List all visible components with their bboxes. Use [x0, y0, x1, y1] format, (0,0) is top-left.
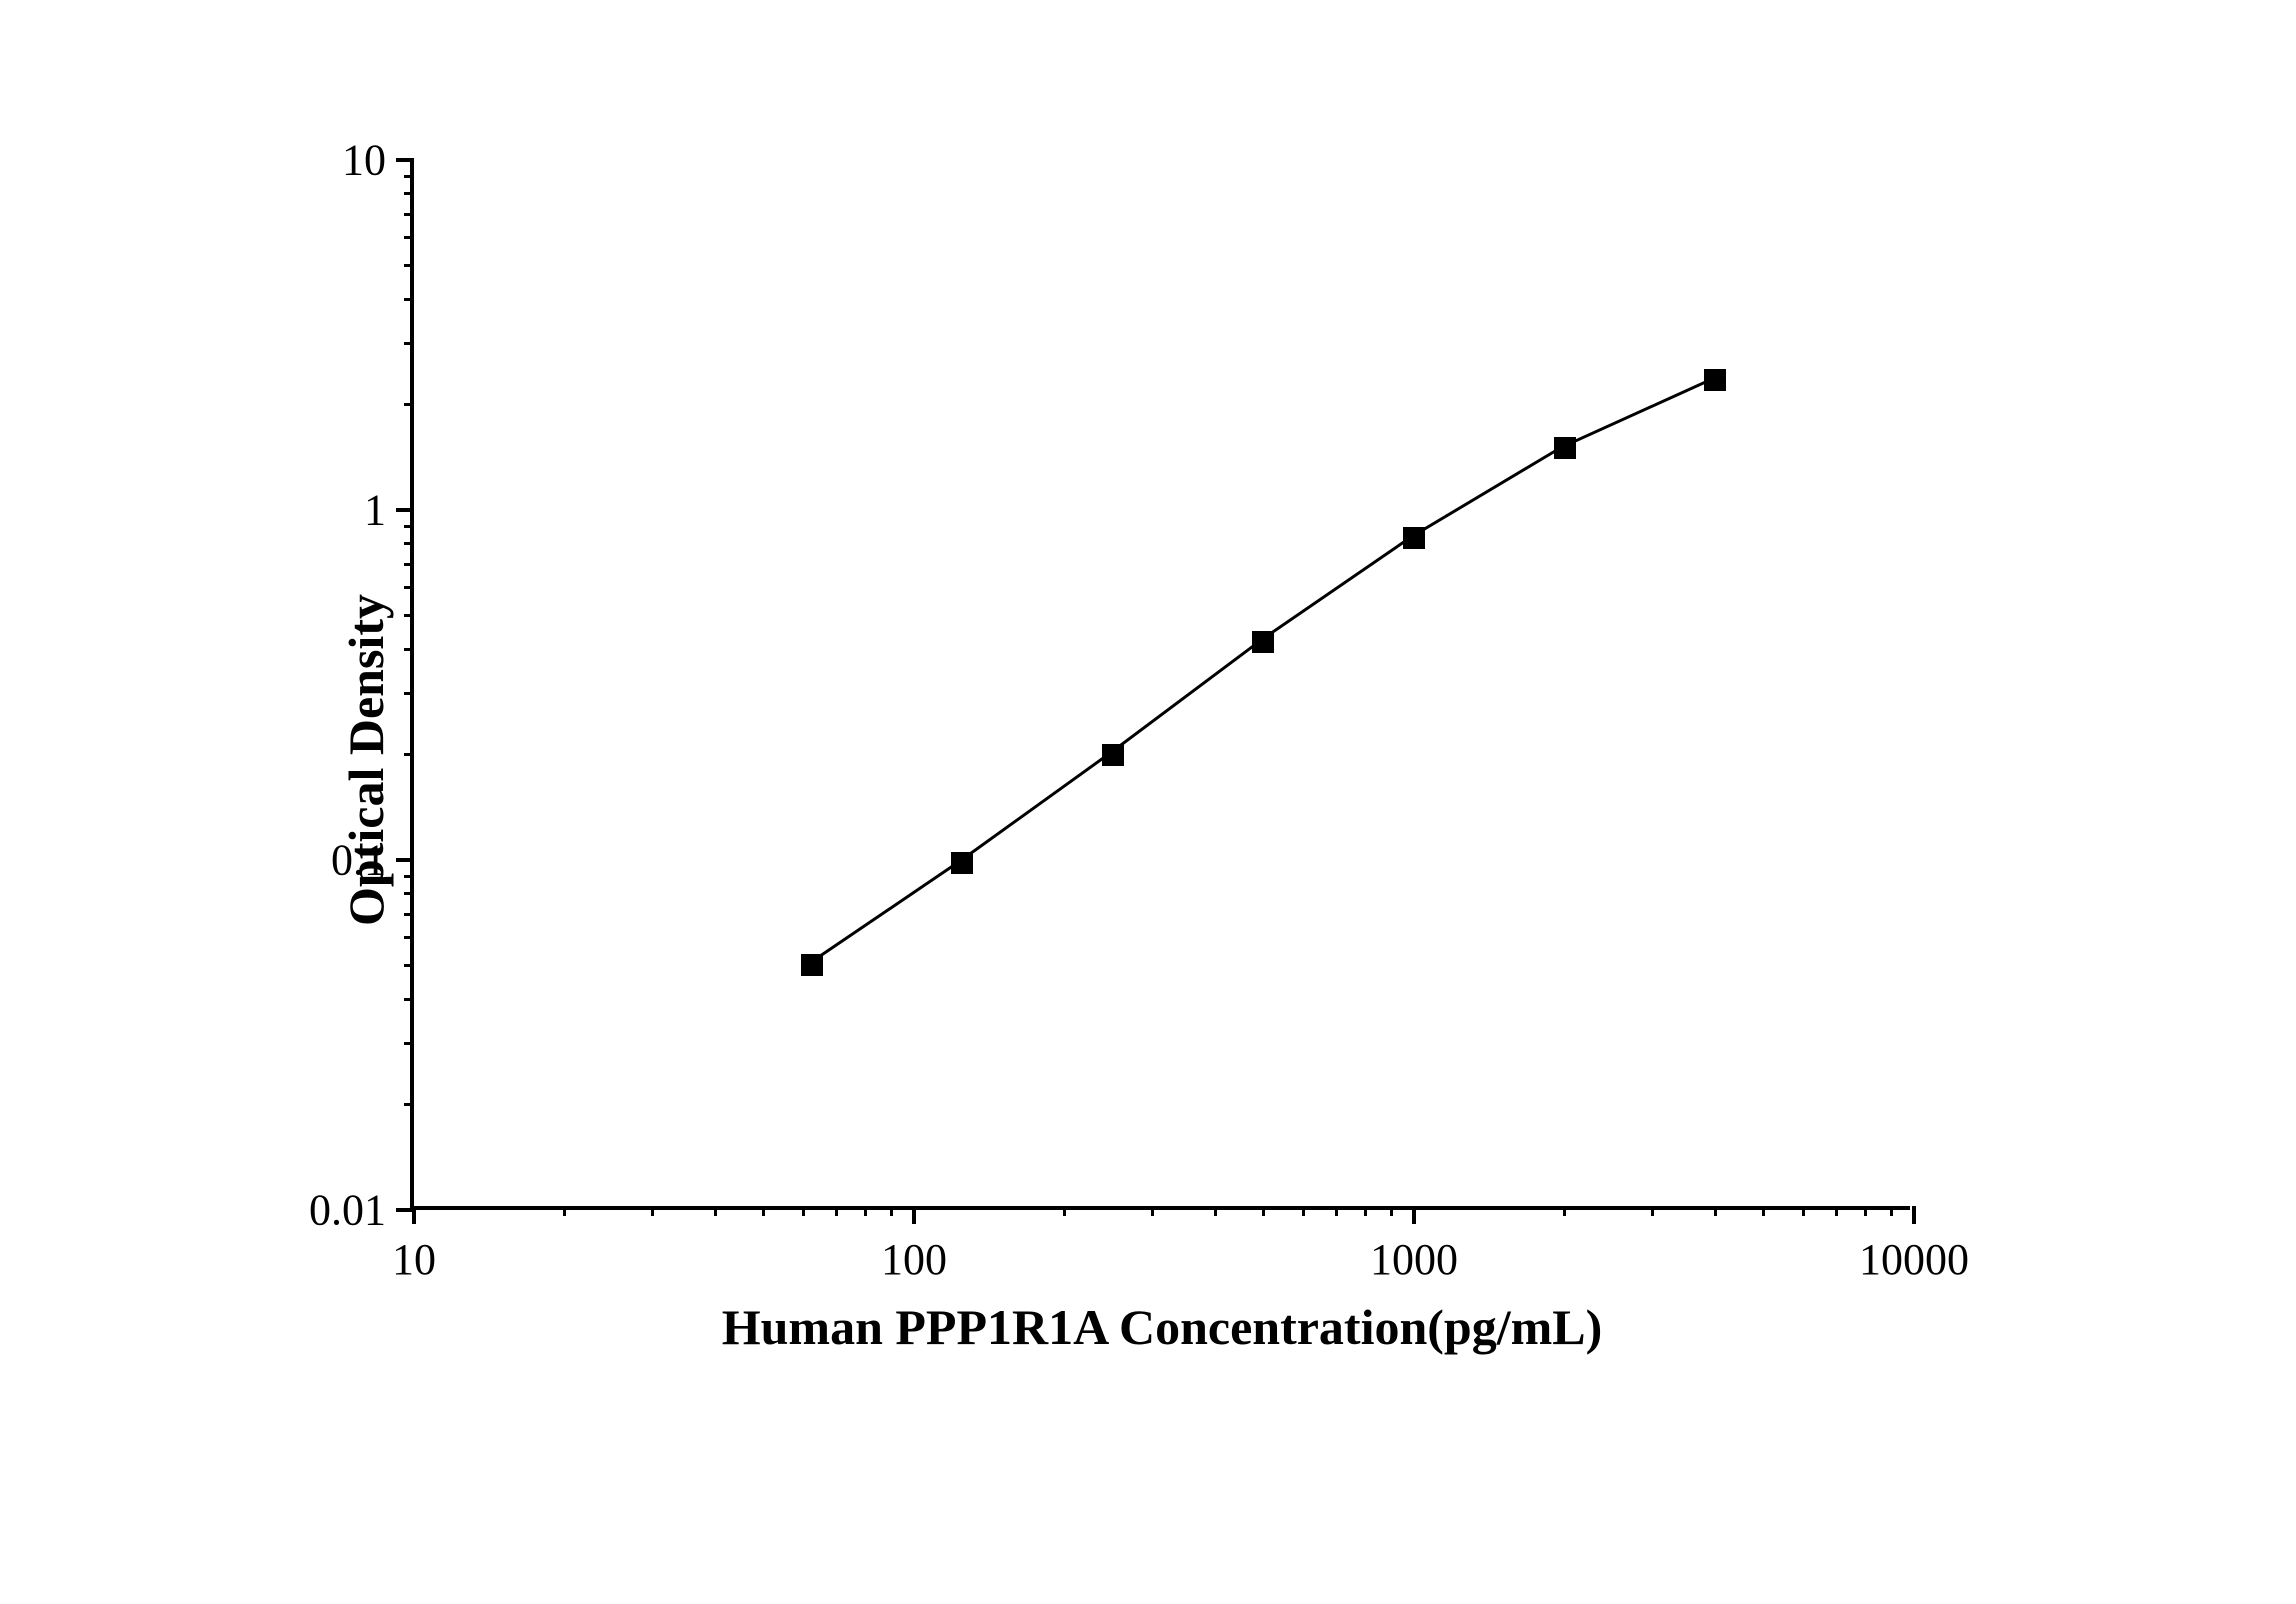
y-tick-minor	[404, 892, 414, 895]
x-tick-minor	[802, 1206, 805, 1216]
y-tick-minor	[404, 964, 414, 967]
y-tick-minor	[404, 998, 414, 1001]
x-tick-minor	[651, 1206, 654, 1216]
y-tick-label: 1	[364, 485, 386, 536]
data-marker	[1704, 369, 1726, 391]
y-tick-minor	[404, 213, 414, 216]
y-tick-minor	[404, 586, 414, 589]
data-marker	[951, 852, 973, 874]
x-tick-minor	[1390, 1206, 1393, 1216]
y-tick-minor	[404, 875, 414, 878]
x-tick-minor	[1302, 1206, 1305, 1216]
y-tick-minor	[404, 236, 414, 239]
x-tick-minor	[1890, 1206, 1893, 1216]
x-tick-minor	[1651, 1206, 1654, 1216]
x-tick-minor	[890, 1206, 893, 1216]
x-tick-minor	[1335, 1206, 1338, 1216]
y-tick-minor	[404, 192, 414, 195]
x-tick-minor	[864, 1206, 867, 1216]
y-tick-minor	[404, 1103, 414, 1106]
y-tick-minor	[404, 563, 414, 566]
x-tick-minor	[762, 1206, 765, 1216]
x-tick-minor	[1063, 1206, 1066, 1216]
data-marker	[1102, 744, 1124, 766]
y-tick-minor	[404, 692, 414, 695]
y-tick-minor	[404, 403, 414, 406]
x-tick-major	[1412, 1206, 1416, 1224]
data-marker	[1554, 437, 1576, 459]
y-tick-minor	[404, 936, 414, 939]
x-tick-minor	[1762, 1206, 1765, 1216]
data-marker	[1403, 527, 1425, 549]
plot-area: 0.010.1110 10100100010000 Human PPP1R1A …	[410, 160, 1910, 1210]
y-tick-major	[396, 858, 414, 862]
x-tick-major	[412, 1206, 416, 1224]
x-tick-minor	[1214, 1206, 1217, 1216]
y-tick-major	[396, 508, 414, 512]
x-tick-major	[1912, 1206, 1916, 1224]
y-tick-minor	[404, 913, 414, 916]
x-tick-minor	[835, 1206, 838, 1216]
x-tick-minor	[1835, 1206, 1838, 1216]
x-tick-label: 1000	[1370, 1234, 1458, 1285]
x-tick-minor	[1151, 1206, 1154, 1216]
x-tick-minor	[714, 1206, 717, 1216]
y-tick-minor	[404, 264, 414, 267]
x-tick-minor	[1364, 1206, 1367, 1216]
chart-container: Optical Density 0.010.1110 1010010001000…	[280, 120, 2030, 1400]
y-tick-minor	[404, 1042, 414, 1045]
x-tick-label: 10	[392, 1234, 436, 1285]
y-tick-minor	[404, 175, 414, 178]
y-tick-minor	[404, 614, 414, 617]
y-tick-label: 0.01	[309, 1185, 386, 1236]
chart-line-svg	[414, 160, 1910, 1206]
x-tick-label: 100	[881, 1234, 947, 1285]
x-tick-minor	[1864, 1206, 1867, 1216]
y-tick-minor	[404, 525, 414, 528]
x-axis-label: Human PPP1R1A Concentration(pg/mL)	[722, 1298, 1603, 1356]
y-tick-minor	[404, 298, 414, 301]
y-tick-minor	[404, 648, 414, 651]
x-tick-minor	[1802, 1206, 1805, 1216]
x-tick-minor	[1714, 1206, 1717, 1216]
y-tick-major	[396, 158, 414, 162]
x-tick-major	[912, 1206, 916, 1224]
y-tick-label: 10	[342, 135, 386, 186]
data-marker	[1252, 631, 1274, 653]
y-tick-minor	[404, 542, 414, 545]
x-tick-minor	[563, 1206, 566, 1216]
x-tick-label: 10000	[1859, 1234, 1969, 1285]
y-tick-minor	[404, 342, 414, 345]
y-tick-label: 0.1	[331, 835, 386, 886]
x-tick-minor	[1262, 1206, 1265, 1216]
y-tick-minor	[404, 753, 414, 756]
data-marker	[801, 954, 823, 976]
x-tick-minor	[1563, 1206, 1566, 1216]
